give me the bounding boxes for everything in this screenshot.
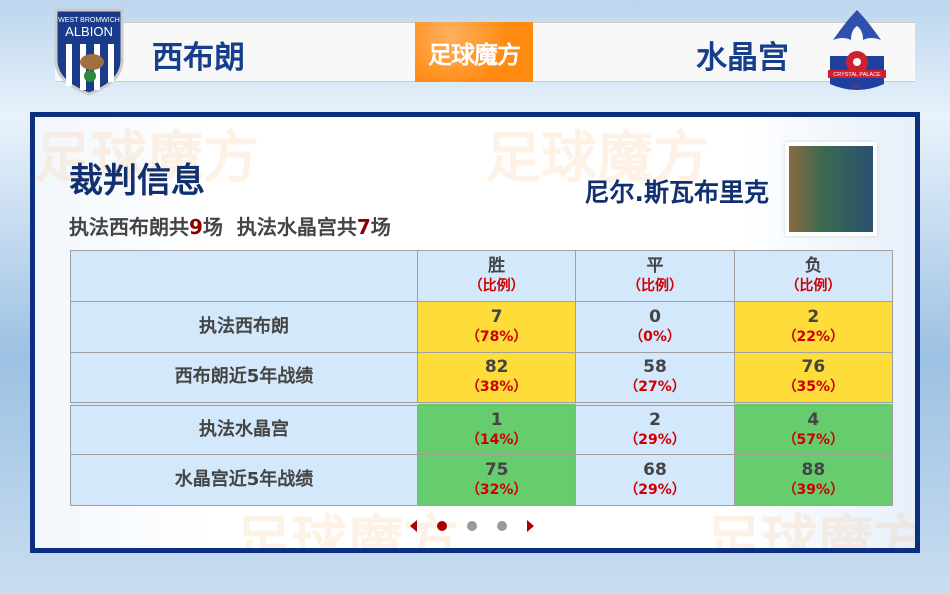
table-row: 水晶宫近5年战绩 75 （32%） 68 （29%） 88 （39%） <box>70 454 894 506</box>
referee-name: 尼尔.斯瓦布里克 <box>584 178 770 207</box>
away-team-logo: CRYSTAL PALACE F.C. <box>828 10 886 90</box>
referee-photo <box>785 142 877 236</box>
cell: 82 （38%） <box>416 352 577 404</box>
watermark: 足球魔方 <box>35 126 259 191</box>
cell: 7 （78%） <box>416 301 577 353</box>
referee-panel: 足球魔方 足球魔方 足球魔方 足球魔方 裁判信息 执法西布朗共9场 执法水晶宫共… <box>30 112 920 553</box>
section-title: 裁判信息 <box>69 161 205 201</box>
cell: 2 （29%） <box>575 401 735 455</box>
column-header-loss: 负（比例） <box>733 250 894 302</box>
svg-text:CRYSTAL PALACE: CRYSTAL PALACE <box>833 72 881 78</box>
watermark: 足球魔方 <box>705 510 920 553</box>
column-header-win: 胜（比例） <box>416 250 577 302</box>
row-label: 水晶宫近5年战绩 <box>70 454 418 506</box>
home-team-logo: WEST BROMWICH ALBION <box>54 8 124 96</box>
home-team-name: 西布朗 <box>152 40 245 76</box>
watermark: 足球魔方 <box>235 510 459 553</box>
column-header-draw: 平（比例） <box>575 250 735 302</box>
svg-text:ALBION: ALBION <box>65 24 113 39</box>
referee-stats-table: 胜（比例） 平（比例） 负（比例） 执法西布朗 7 （78%） 0 （0%） 2 （2… <box>70 250 894 506</box>
next-arrow-icon[interactable] <box>527 520 534 532</box>
referee-summary: 执法西布朗共9场 执法水晶宫共7场 <box>69 215 391 239</box>
page-dot-1[interactable] <box>437 521 447 531</box>
table-header-row: 胜（比例） 平（比例） 负（比例） <box>70 250 894 302</box>
prev-arrow-icon[interactable] <box>410 520 417 532</box>
cell: 1 （14%） <box>416 401 577 455</box>
cell: 88 （39%） <box>733 454 894 506</box>
cell: 68 （29%） <box>575 454 735 506</box>
table-row: 执法西布朗 7 （78%） 0 （0%） 2 （22%） <box>70 301 894 353</box>
table-row: 执法水晶宫 1 （14%） 2 （29%） 4 （57%） <box>70 401 894 455</box>
row-label: 西布朗近5年战绩 <box>70 352 418 404</box>
cell: 4 （57%） <box>733 401 894 455</box>
watermark: 足球魔方 <box>485 126 709 191</box>
away-team-name: 水晶宫 <box>696 40 789 76</box>
cell: 2 （22%） <box>733 301 894 353</box>
row-label: 执法西布朗 <box>70 301 418 353</box>
row-label: 执法水晶宫 <box>70 401 418 455</box>
page-dot-2[interactable] <box>467 521 477 531</box>
cell: 0 （0%） <box>575 301 735 353</box>
page-dot-3[interactable] <box>497 521 507 531</box>
svg-text:F.C.: F.C. <box>853 84 862 90</box>
svg-text:WEST BROMWICH: WEST BROMWICH <box>58 17 120 24</box>
cell: 76 （35%） <box>733 352 894 404</box>
cell: 58 （27%） <box>575 352 735 404</box>
cell: 75 （32%） <box>416 454 577 506</box>
table-row: 西布朗近5年战绩 82 （38%） 58 （27%） 76 （35%） <box>70 352 894 404</box>
pagination <box>410 520 534 532</box>
brand-logo: 足球魔方 <box>415 22 533 82</box>
